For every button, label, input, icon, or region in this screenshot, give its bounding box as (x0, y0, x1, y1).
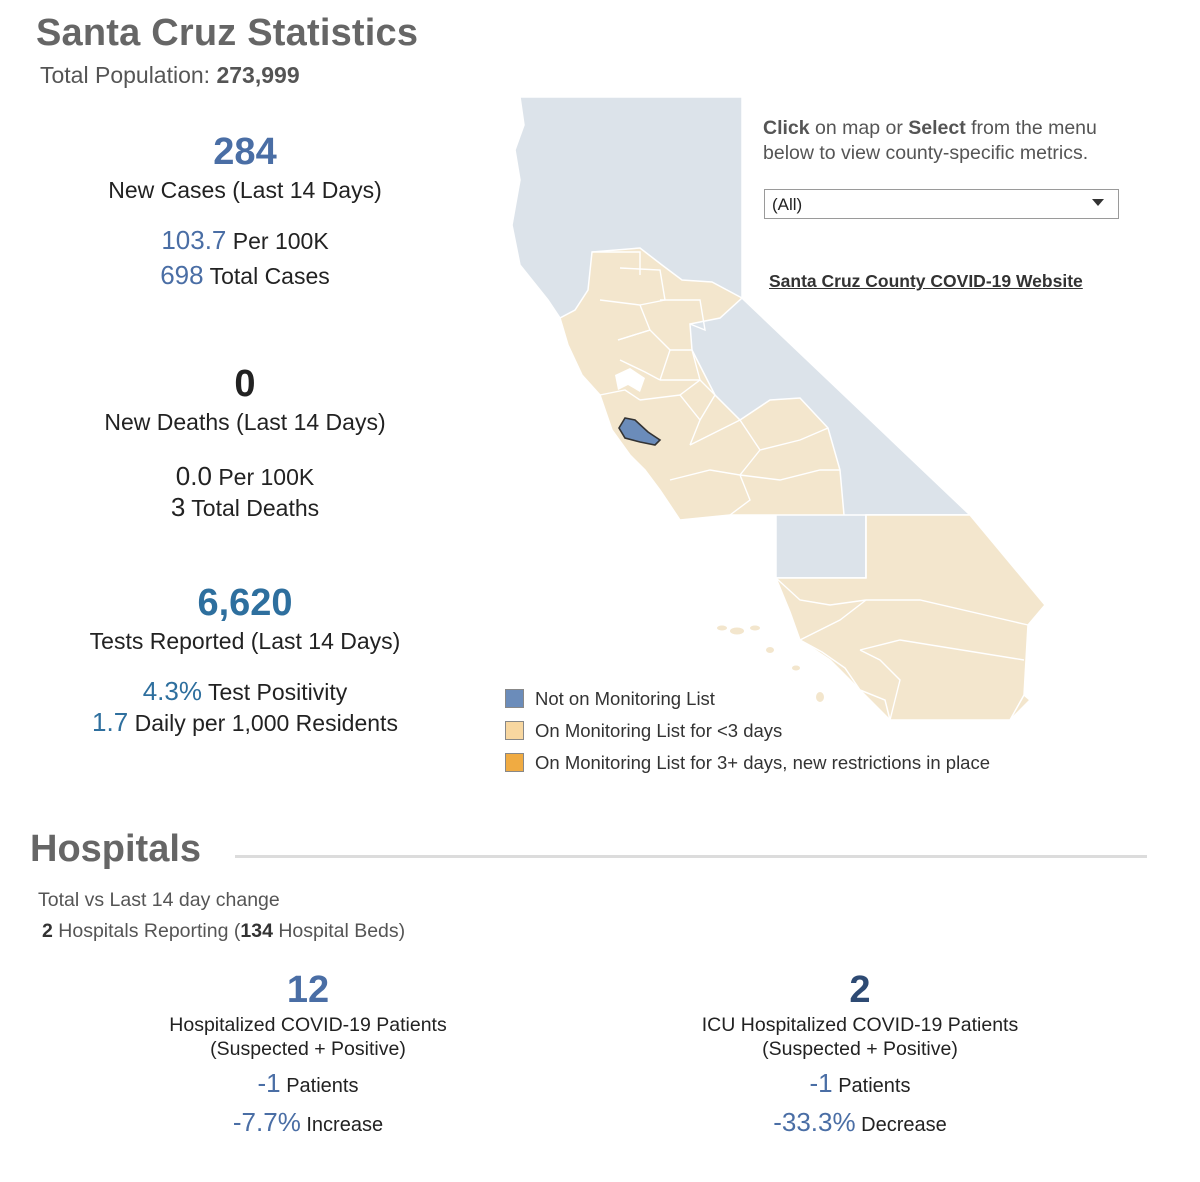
hospitalized-value: 12 (286, 969, 330, 1011)
hospitals-reporting: 2 Hospitals Reporting (134 Hospital Beds… (42, 920, 405, 943)
legend-swatch (505, 689, 524, 708)
icu-pct-value: -33.3% (773, 1107, 856, 1137)
icu-pct-label: Decrease (861, 1114, 947, 1136)
hospitalized-patients-change: -1 Patients (128, 1065, 488, 1104)
hospitalized-pct-value: -7.7% (232, 1107, 301, 1137)
tests-block: 6,620 Tests Reported (Last 14 Days) 4.3%… (40, 580, 450, 738)
hospitalized-label-sub: (Suspected + Positive) (210, 1038, 406, 1060)
icu-label-sub: (Suspected + Positive) (762, 1038, 958, 1060)
legend-label: Not on Monitoring List (535, 688, 715, 709)
daily-tests-value: 1.7 (92, 707, 129, 737)
tests-reported-label: Tests Reported (Last 14 Days) (89, 628, 401, 654)
san-francisco-bay (615, 368, 645, 392)
instr-rest: from the menu below to view county-speci… (763, 117, 1097, 164)
california-county-map[interactable] (500, 92, 1060, 724)
cases-per-100k: 103.7 Per 100K (40, 223, 450, 258)
hospitals-subtitle: Total vs Last 14 day change (38, 889, 280, 911)
page-title: Santa Cruz Statistics (36, 12, 419, 54)
instr-mid: on map or (815, 117, 903, 139)
instr-select: Select (908, 117, 966, 139)
total-cases-label: Total Cases (209, 263, 330, 289)
hospitals-title: Hospitals (30, 828, 202, 870)
cases-per-100k-label: Per 100K (232, 228, 329, 254)
icu-label: ICU Hospitalized COVID-19 Patients (701, 1014, 1019, 1036)
hospitalized-patients-value: -1 (257, 1068, 281, 1098)
test-positivity: 4.3% Test Positivity (40, 676, 450, 707)
total-population: Total Population: 273,999 (40, 62, 300, 89)
legend-label: On Monitoring List for 3+ days, new rest… (535, 752, 991, 773)
daily-tests-label: Daily per 1,000 Residents (134, 710, 398, 736)
hospitalized-pct-change: -7.7% Increase (128, 1104, 488, 1143)
total-cases-value: 698 (160, 260, 204, 290)
santa-cruz-county[interactable] (618, 417, 662, 446)
hospitals-reporting-mid: Hospitals Reporting ( (58, 920, 241, 942)
county-select-value: (All) (772, 195, 803, 214)
legend-label: On Monitoring List for <3 days (535, 720, 783, 741)
map-region-south-coast[interactable] (774, 514, 1046, 721)
population-value: 273,999 (216, 62, 300, 88)
icu-patients-label: Patients (838, 1075, 911, 1097)
total-cases: 698 Total Cases (40, 258, 450, 293)
test-positivity-value: 4.3% (142, 676, 202, 706)
icu-pct-change: -33.3% Decrease (680, 1104, 1040, 1143)
county-borders (592, 251, 1029, 721)
total-deaths: 3 Total Deaths (40, 490, 450, 525)
icu-patients-change: -1 Patients (680, 1065, 1040, 1104)
icu-value: 2 (849, 969, 871, 1011)
legend-swatch (505, 753, 524, 772)
total-deaths-label: Total Deaths (191, 495, 320, 521)
hospital-beds-count: 134 (240, 920, 273, 942)
total-deaths-value: 3 (170, 492, 186, 522)
new-deaths-value: 0 (234, 363, 256, 405)
icu-block: 2 ICU Hospitalized COVID-19 Patients (Su… (680, 967, 1040, 1143)
tests-reported-value: 6,620 (197, 582, 293, 624)
new-cases-label: New Cases (Last 14 Days) (108, 177, 382, 203)
hospitalized-label: Hospitalized COVID-19 Patients (169, 1014, 447, 1036)
map-instructions: Click on map or Select from the menu bel… (763, 116, 1143, 166)
deaths-per-100k: 0.0 Per 100K (40, 459, 450, 494)
new-deaths-label: New Deaths (Last 14 Days) (104, 409, 386, 435)
hospitalized-patients-label: Patients (286, 1075, 359, 1097)
cases-block: 284 New Cases (Last 14 Days) 103.7 Per 1… (40, 129, 450, 293)
test-positivity-label: Test Positivity (207, 679, 348, 705)
hospitalized-block: 12 Hospitalized COVID-19 Patients (Suspe… (128, 967, 488, 1143)
deaths-per-100k-value: 0.0 (175, 461, 212, 491)
section-divider (235, 855, 1147, 858)
instr-click: Click (763, 117, 810, 139)
icu-patients-value: -1 (809, 1068, 833, 1098)
county-select[interactable]: (All) (764, 189, 1119, 219)
legend-swatch (505, 721, 524, 740)
hospital-beds-suffix: Hospital Beds) (278, 920, 406, 942)
hospitals-reporting-count: 2 (42, 920, 53, 942)
new-cases-value: 284 (213, 131, 277, 173)
county-website-link[interactable]: Santa Cruz County COVID-19 Website (769, 271, 1083, 291)
daily-tests: 1.7 Daily per 1,000 Residents (40, 707, 450, 738)
deaths-per-100k-label: Per 100K (218, 464, 315, 490)
channel-islands (717, 625, 824, 702)
cases-per-100k-value: 103.7 (161, 225, 227, 255)
hospitalized-pct-label: Increase (306, 1114, 384, 1136)
deaths-block: 0 New Deaths (Last 14 Days) 0.0 Per 100K… (40, 361, 450, 525)
population-label: Total Population: (40, 62, 211, 88)
chevron-down-icon[interactable] (1092, 199, 1104, 206)
